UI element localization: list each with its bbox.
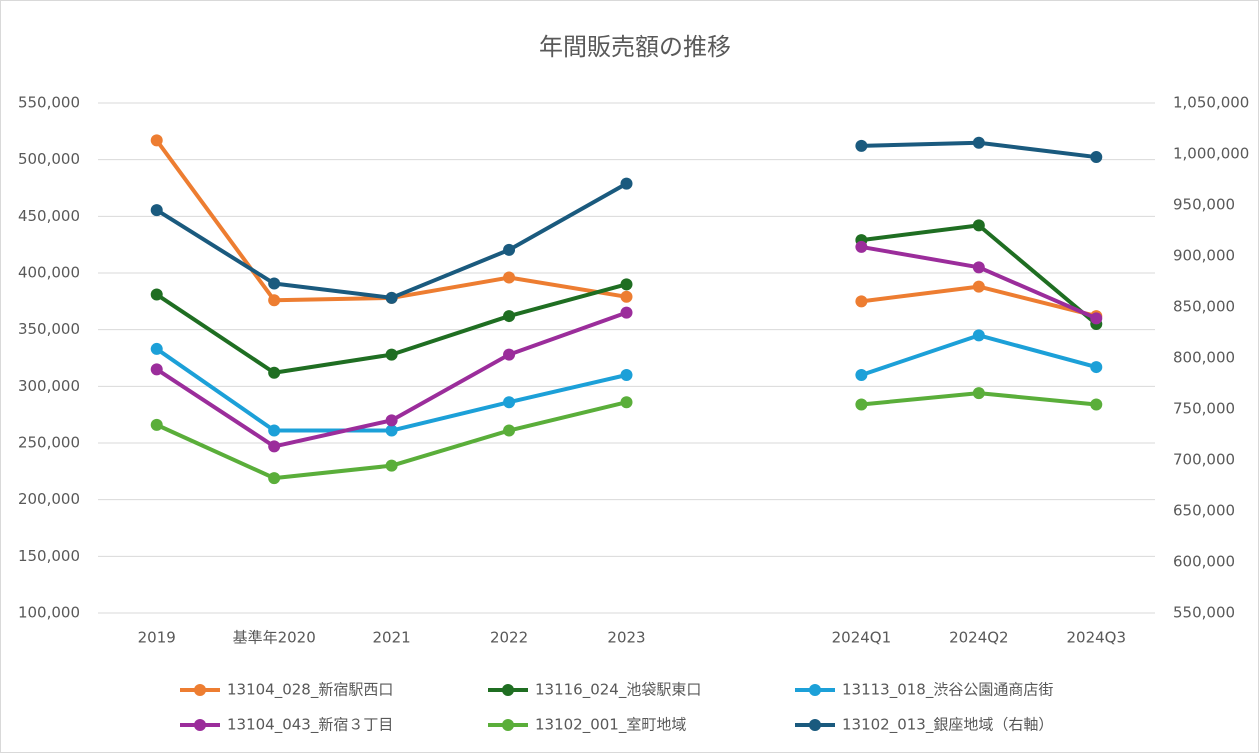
data-point xyxy=(1090,312,1103,325)
y-tick-label: 500,000 xyxy=(18,150,80,168)
y2-tick-label: 600,000 xyxy=(1173,553,1235,571)
x-tick-label: 2019 xyxy=(138,629,176,647)
data-point xyxy=(972,219,985,232)
x-tick-label: 2023 xyxy=(607,629,645,647)
data-point xyxy=(385,424,398,437)
legend-marker xyxy=(194,719,206,731)
data-point xyxy=(268,424,281,437)
y2-tick-label: 850,000 xyxy=(1173,298,1235,316)
y-tick-label: 450,000 xyxy=(18,207,80,225)
data-point xyxy=(855,369,868,381)
legend-label: 13104_028_新宿駅西口 xyxy=(227,681,393,700)
y2-tick-label: 800,000 xyxy=(1173,349,1235,367)
data-point xyxy=(503,348,516,361)
data-point xyxy=(150,363,163,376)
x-tick-label: 2022 xyxy=(490,629,528,647)
data-point xyxy=(855,139,868,152)
data-point xyxy=(620,369,633,381)
data-point xyxy=(620,278,633,291)
chart-title: 年間販売額の推移 xyxy=(539,33,731,61)
y2-tick-label: 1,000,000 xyxy=(1173,145,1249,163)
legend-label: 13104_043_新宿３丁目 xyxy=(227,716,393,735)
data-point xyxy=(503,424,516,437)
legend-marker xyxy=(809,684,821,696)
data-point xyxy=(855,398,868,411)
x-tick-label: 基準年2020 xyxy=(233,629,316,647)
legend-label: 13113_018_渋谷公園通商店街 xyxy=(842,681,1053,700)
y2-tick-label: 650,000 xyxy=(1173,502,1235,520)
data-point xyxy=(620,306,633,319)
legend-marker xyxy=(502,719,514,731)
data-point xyxy=(1090,151,1103,164)
data-point xyxy=(972,261,985,274)
y2-tick-label: 700,000 xyxy=(1173,451,1235,469)
y-tick-label: 400,000 xyxy=(18,264,80,282)
data-point xyxy=(385,291,398,304)
data-point xyxy=(620,177,633,190)
y-tick-label: 550,000 xyxy=(18,94,80,112)
legend-label: 13102_001_室町地域 xyxy=(535,716,686,735)
x-tick-label: 2024Q3 xyxy=(1067,629,1127,647)
x-tick-label: 2024Q1 xyxy=(832,629,892,647)
data-point xyxy=(385,414,398,427)
data-point xyxy=(385,459,398,472)
data-point xyxy=(855,240,868,253)
data-point xyxy=(1090,361,1103,374)
data-point xyxy=(620,396,633,409)
data-point xyxy=(268,440,281,453)
data-point xyxy=(150,204,163,217)
data-point xyxy=(503,243,516,256)
data-point xyxy=(150,134,163,147)
y2-tick-label: 750,000 xyxy=(1173,400,1235,418)
data-point xyxy=(972,280,985,293)
legend-marker xyxy=(194,684,206,696)
data-point xyxy=(1090,398,1103,411)
data-point xyxy=(150,342,163,355)
data-point xyxy=(268,277,281,290)
legend-marker xyxy=(809,719,821,731)
data-point xyxy=(150,288,163,301)
data-point xyxy=(503,271,516,284)
y2-tick-label: 1,050,000 xyxy=(1173,94,1249,112)
data-point xyxy=(855,295,868,308)
data-point xyxy=(150,418,163,431)
data-point xyxy=(268,366,281,379)
y-tick-label: 150,000 xyxy=(18,547,80,565)
y2-tick-label: 900,000 xyxy=(1173,247,1235,265)
y2-tick-label: 950,000 xyxy=(1173,196,1235,214)
y-tick-label: 200,000 xyxy=(18,490,80,508)
y-tick-label: 250,000 xyxy=(18,434,80,452)
data-point xyxy=(268,294,281,307)
legend-label: 13116_024_池袋駅東口 xyxy=(535,681,701,700)
data-point xyxy=(972,387,985,400)
data-point xyxy=(503,396,516,409)
x-tick-label: 2024Q2 xyxy=(949,629,1009,647)
y-tick-label: 300,000 xyxy=(18,377,80,395)
x-tick-label: 2021 xyxy=(373,629,411,647)
data-point xyxy=(268,472,281,485)
y-tick-label: 350,000 xyxy=(18,320,80,338)
y-tick-label: 100,000 xyxy=(18,604,80,622)
data-point xyxy=(385,348,398,361)
legend-label: 13102_013_銀座地域（右軸） xyxy=(842,716,1053,735)
legend-marker xyxy=(502,684,514,696)
y2-tick-label: 550,000 xyxy=(1173,604,1235,622)
data-point xyxy=(972,136,985,149)
data-point xyxy=(972,329,985,342)
data-point xyxy=(503,310,516,323)
data-point xyxy=(620,290,633,303)
